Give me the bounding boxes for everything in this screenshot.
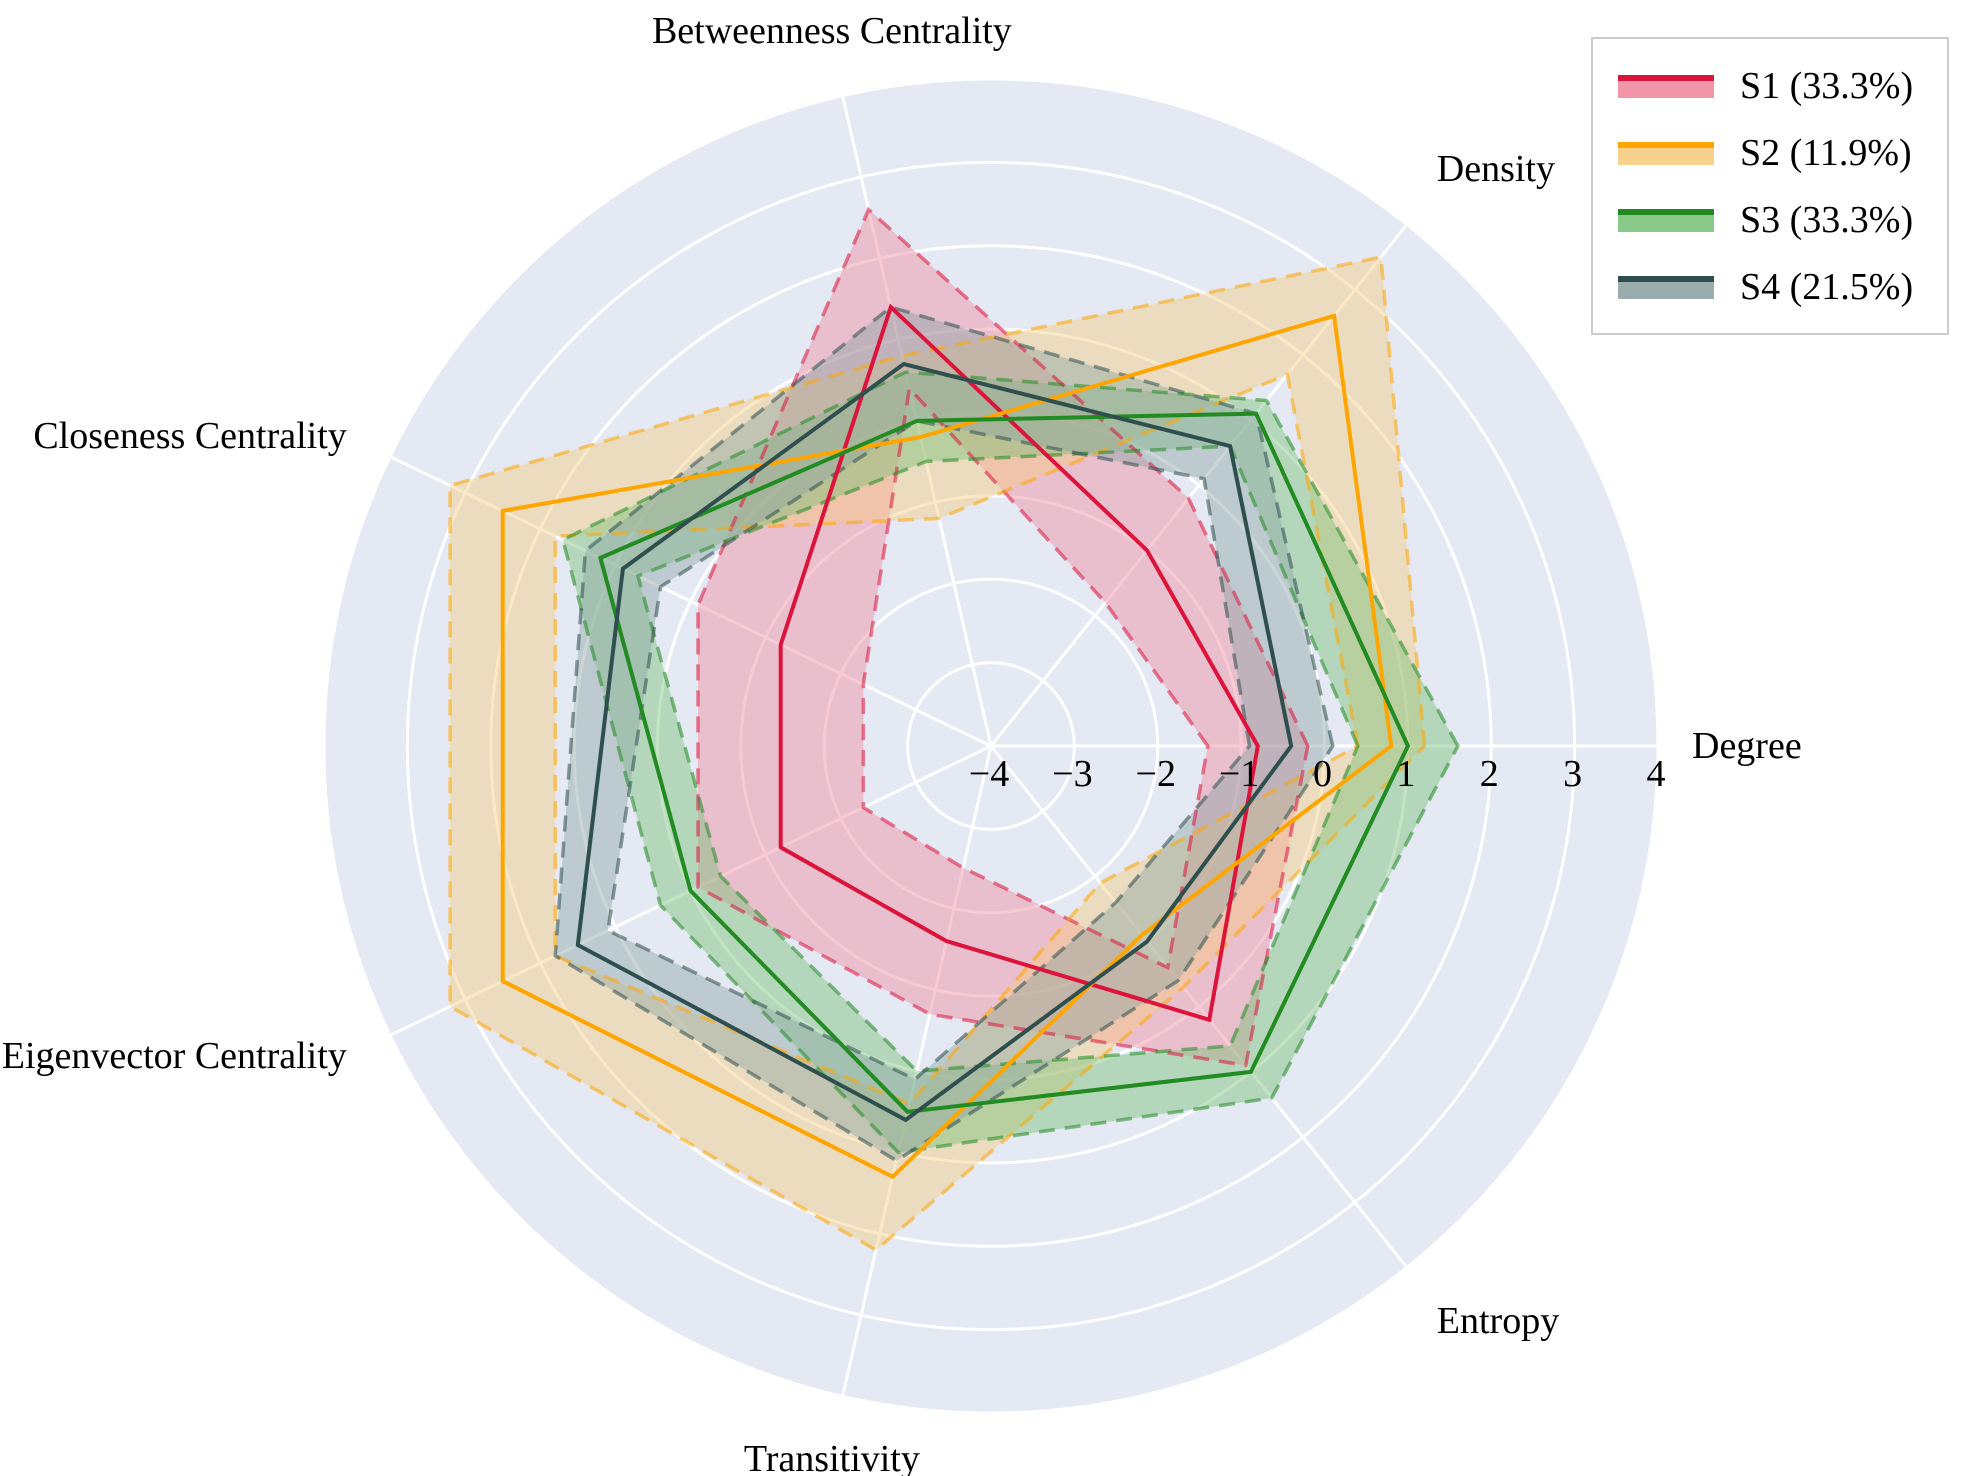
lower-bound-s3 — [635, 444, 1360, 1073]
axis-labels: Degree Density Betweenness Centrality Close… — [2, 10, 1802, 1476]
legend-label-s4: S4 (21.5%) — [1740, 266, 1913, 308]
legend-label-s3: S3 (33.3%) — [1740, 199, 1913, 241]
spoke-3 — [389, 455, 992, 748]
r-tick-label: −2 — [1136, 753, 1176, 795]
r-tick-label: 1 — [1396, 753, 1415, 795]
legend-swatch-s4 — [1618, 279, 1714, 299]
lower-bound-s2 — [553, 371, 1360, 1106]
r-tick-label: −3 — [1052, 753, 1092, 795]
spoke-1 — [989, 223, 1409, 747]
polar-grid — [322, 77, 1660, 1415]
axis-label-5: Transitivity — [744, 1438, 920, 1476]
axis-label-4: Eigenvector Centrality — [2, 1035, 347, 1077]
legend: S1 (33.3%) S2 (11.9%) S3 (33.3%) S4 (21.5%) — [1591, 37, 1949, 335]
r-tick-label: 0 — [1313, 753, 1332, 795]
r-tick-label: −4 — [969, 753, 1009, 795]
band-bounds — [448, 206, 1460, 1253]
mean-line-s4 — [575, 361, 1294, 1123]
legend-swatch-s1 — [1618, 78, 1714, 98]
axis-label-2: Betweenness Centrality — [652, 10, 1012, 52]
legend-swatch-s2 — [1618, 145, 1714, 165]
axis-label-3: Closeness Centrality — [33, 415, 346, 457]
legend-label-s1: S1 (33.3%) — [1740, 65, 1913, 107]
r-tick-label: −1 — [1219, 753, 1259, 795]
legend-swatch-s3 — [1618, 212, 1714, 232]
upper-bound-s3 — [560, 370, 1460, 1155]
radial-tick-labels: −4 −3 −2 −1 0 1 2 3 4 — [969, 753, 1666, 795]
axis-label-1: Density — [1437, 148, 1555, 190]
band-fill-s1 — [698, 209, 1308, 1066]
mean-lines — [500, 303, 1411, 1180]
axis-label-6: Entropy — [1437, 1300, 1559, 1342]
spoke-5 — [841, 745, 993, 1397]
upper-bound-s4 — [553, 305, 1335, 1163]
mean-line-s3 — [598, 411, 1411, 1114]
band-fill-s2 — [450, 257, 1425, 1251]
mean-line-s1 — [778, 303, 1260, 1023]
spoke-6 — [989, 745, 1409, 1269]
band-fill-s3 — [562, 372, 1458, 1153]
r-tick-label: 2 — [1480, 753, 1499, 795]
legend-label-s2: S2 (11.9%) — [1740, 132, 1912, 174]
lower-bound-s4 — [605, 419, 1252, 1082]
upper-bound-s2 — [448, 254, 1427, 1253]
axis-label-0: Degree — [1692, 725, 1802, 767]
r-tick-label: 3 — [1563, 753, 1582, 795]
r-tick-label: 4 — [1647, 753, 1666, 795]
